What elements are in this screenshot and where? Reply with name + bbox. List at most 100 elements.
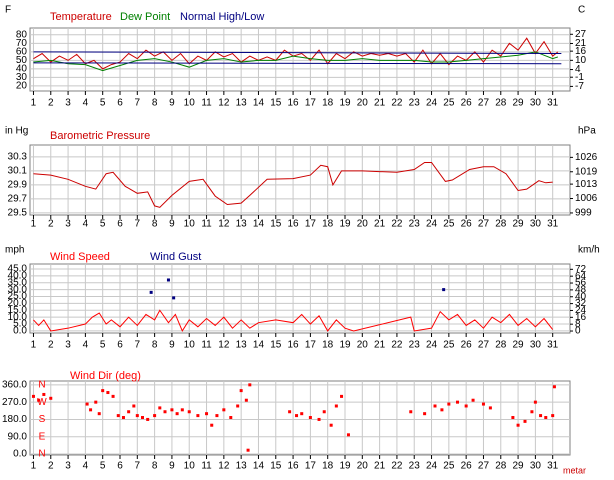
y2-tick-label: 16 bbox=[575, 312, 587, 323]
y2-tick-label: 1019 bbox=[575, 166, 598, 177]
y-tick-label: 10.0 bbox=[8, 312, 28, 323]
x-tick-label: 7 bbox=[135, 340, 141, 351]
x-tick-label: 20 bbox=[357, 98, 369, 109]
x-tick-label: 12 bbox=[218, 219, 230, 230]
x-tick-label: 24 bbox=[426, 461, 438, 472]
x-tick-label: 19 bbox=[339, 219, 351, 230]
y-tick-label: 90.0 bbox=[8, 431, 28, 442]
y-tick-label: 5.0 bbox=[13, 319, 27, 330]
data-point bbox=[146, 417, 150, 421]
data-point bbox=[481, 402, 485, 406]
compass-label: E bbox=[39, 431, 46, 442]
data-point bbox=[447, 402, 451, 406]
y-tick-label: 50 bbox=[16, 55, 28, 66]
data-point bbox=[149, 290, 153, 294]
x-tick-label: 27 bbox=[478, 98, 490, 109]
x-tick-label: 26 bbox=[461, 340, 473, 351]
y-tick-label: 29.5 bbox=[8, 208, 28, 219]
plot-area bbox=[29, 380, 571, 456]
x-tick-label: 29 bbox=[513, 461, 525, 472]
data-point bbox=[37, 398, 41, 402]
data-point bbox=[551, 414, 555, 418]
legend-entry: Temperature bbox=[50, 11, 112, 23]
data-point bbox=[433, 404, 437, 408]
x-tick-label: 13 bbox=[236, 340, 248, 351]
data-point bbox=[317, 417, 321, 421]
data-point bbox=[111, 394, 115, 398]
data-point bbox=[236, 404, 240, 408]
x-tick-label: 2 bbox=[48, 98, 54, 109]
data-point bbox=[248, 383, 252, 387]
x-tick-label: 23 bbox=[409, 461, 421, 472]
y2-tick-label: 27 bbox=[575, 29, 587, 40]
x-tick-label: 25 bbox=[443, 461, 455, 472]
data-point bbox=[229, 416, 233, 420]
y2-tick-label: 40 bbox=[575, 291, 587, 302]
x-tick-label: 25 bbox=[443, 219, 455, 230]
data-point bbox=[456, 400, 459, 404]
x-tick-label: 29 bbox=[513, 340, 525, 351]
y2-axis-label: hPa bbox=[578, 126, 596, 137]
x-tick-label: 29 bbox=[513, 98, 525, 109]
y-tick-label: 70 bbox=[16, 38, 28, 49]
data-point bbox=[141, 416, 144, 420]
y-tick-label: 180.0 bbox=[2, 414, 27, 425]
y-tick-label: 35.0 bbox=[8, 277, 28, 288]
y-tick-label: 40 bbox=[16, 64, 28, 75]
y-tick-label: 29.7 bbox=[8, 194, 28, 205]
x-tick-label: 14 bbox=[253, 98, 265, 109]
x-tick-label: 10 bbox=[184, 219, 196, 230]
data-point bbox=[89, 408, 93, 412]
y-tick-label: 25.0 bbox=[8, 291, 28, 302]
y2-tick-label: 48 bbox=[575, 285, 587, 296]
y2-tick-label: 56 bbox=[575, 278, 587, 289]
compass-label: N bbox=[38, 379, 45, 390]
x-tick-label: 9 bbox=[169, 98, 175, 109]
x-tick-label: 26 bbox=[461, 98, 473, 109]
data-point bbox=[222, 408, 226, 412]
data-line bbox=[33, 309, 554, 333]
x-tick-label: 20 bbox=[357, 219, 369, 230]
x-tick-label: 16 bbox=[288, 461, 300, 472]
data-point bbox=[121, 416, 125, 420]
x-tick-label: 7 bbox=[135, 219, 141, 230]
x-tick-label: 1 bbox=[31, 340, 37, 351]
data-point bbox=[42, 392, 46, 396]
data-point bbox=[175, 412, 179, 416]
x-tick-label: 28 bbox=[495, 98, 507, 109]
data-point bbox=[170, 408, 174, 412]
x-tick-label: 1 bbox=[31, 461, 37, 472]
x-tick-label: 12 bbox=[218, 461, 230, 472]
plot-area bbox=[29, 144, 571, 216]
x-tick-label: 9 bbox=[169, 340, 175, 351]
x-tick-label: 11 bbox=[201, 98, 212, 109]
x-tick-label: 16 bbox=[288, 98, 300, 109]
x-tick-label: 19 bbox=[339, 461, 351, 472]
data-point bbox=[205, 412, 209, 416]
y-tick-label: 0.0 bbox=[13, 449, 27, 460]
data-point bbox=[552, 385, 556, 389]
x-tick-label: 10 bbox=[184, 98, 196, 109]
x-tick-label: 31 bbox=[547, 219, 559, 230]
data-point bbox=[544, 416, 548, 420]
x-tick-label: 6 bbox=[117, 98, 123, 109]
x-tick-label: 28 bbox=[495, 219, 507, 230]
x-tick-label: 13 bbox=[236, 461, 248, 472]
x-tick-label: 25 bbox=[443, 340, 455, 351]
x-tick-label: 3 bbox=[65, 340, 71, 351]
x-tick-label: 8 bbox=[152, 340, 158, 351]
x-tick-label: 11 bbox=[201, 340, 212, 351]
data-point bbox=[172, 296, 176, 300]
data-point bbox=[31, 394, 35, 398]
y2-tick-label: 16 bbox=[575, 46, 587, 57]
x-tick-label: 17 bbox=[305, 98, 317, 109]
data-point bbox=[85, 402, 89, 406]
x-tick-label: 29 bbox=[513, 219, 525, 230]
x-tick-label: 23 bbox=[409, 98, 421, 109]
source-note: metar bbox=[563, 465, 586, 475]
x-tick-label: 15 bbox=[270, 461, 282, 472]
y2-tick-label: 24 bbox=[575, 305, 587, 316]
x-tick-label: 3 bbox=[65, 461, 71, 472]
x-tick-label: 8 bbox=[152, 219, 158, 230]
x-tick-label: 10 bbox=[184, 340, 196, 351]
